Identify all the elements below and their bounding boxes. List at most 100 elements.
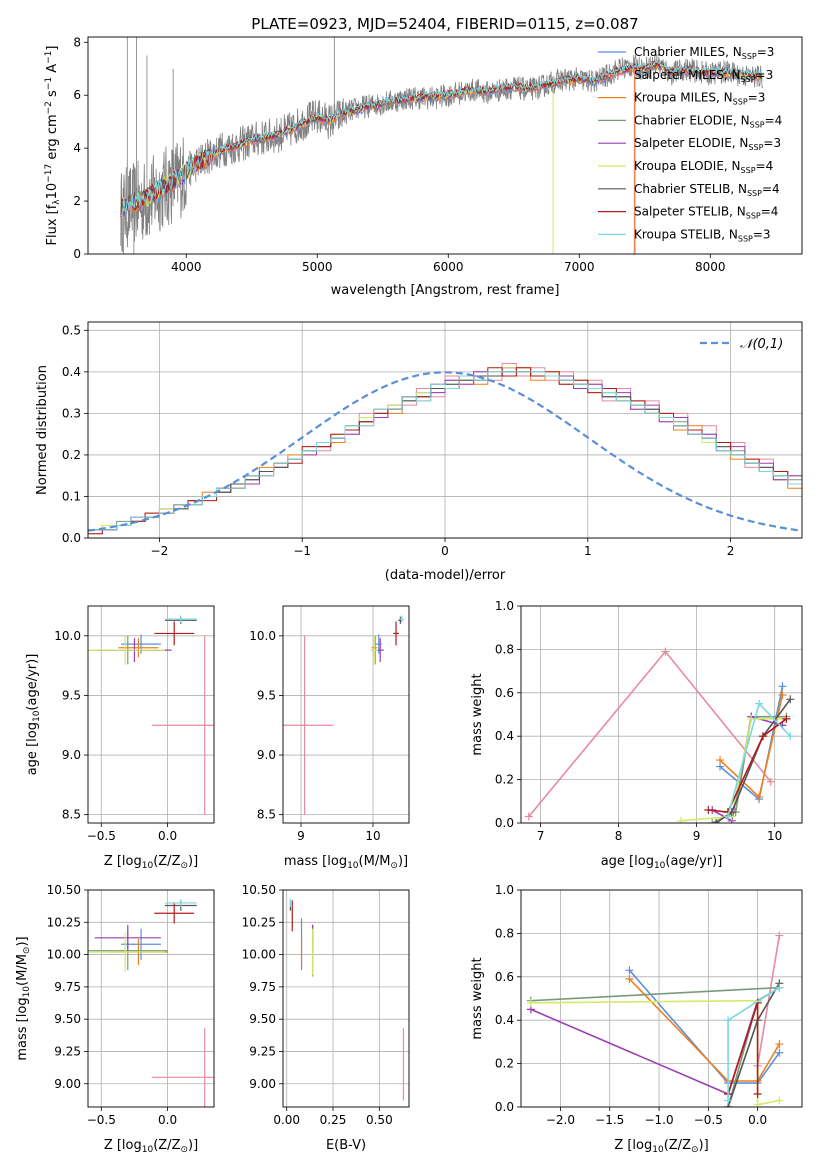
legend-label-text: Chabrier ELODIE, N <box>634 113 750 127</box>
label-part: age/yr <box>670 854 712 869</box>
axes-frame <box>282 889 410 1108</box>
x-tick-label: 7 <box>537 829 545 843</box>
x-tick-label: 10 <box>767 829 782 843</box>
legend: 𝒩(0,1) <box>700 337 783 352</box>
legend-label-text: Kroupa ELODIE, N <box>634 159 741 173</box>
legend-label-sub: SSP <box>750 120 765 129</box>
y-tick-label: 9.00 <box>54 1077 81 1091</box>
x-tick-label: 8 <box>615 829 623 843</box>
legend-label: Chabrier MILES, NSSP=3 <box>634 45 774 61</box>
label-part: ⊙ <box>180 861 188 871</box>
mass-weight-line <box>708 718 787 813</box>
x-axis-label: mass [log10(M/M⊙)] <box>284 854 408 871</box>
legend-item: Kroupa STELIB, NSSP=3 <box>598 227 771 243</box>
label-part: −2 <box>44 101 54 114</box>
y-tick-label: 10.50 <box>47 883 81 897</box>
x-tick-label: 1 <box>584 544 592 558</box>
legend-label: Kroupa MILES, NSSP=3 <box>634 91 765 107</box>
label-part: −1 <box>44 77 54 90</box>
legend-item: Chabrier STELIB, NSSP=4 <box>598 182 780 198</box>
mass-weight-marker <box>661 647 670 656</box>
label-part: ( <box>153 1138 158 1153</box>
x-axis-label: age [log10(age/yr)] <box>601 854 723 871</box>
label-part: s <box>45 90 60 101</box>
plot-area <box>120 37 763 254</box>
errorbar-point <box>154 902 195 924</box>
mass-weight-marker <box>766 777 775 786</box>
legend-item: Chabrier MILES, NSSP=3 <box>598 45 774 61</box>
legend-label-sub: SSP <box>738 234 753 243</box>
spectrum-model-line <box>120 60 763 217</box>
y-tick-label: 9.25 <box>54 1044 81 1058</box>
label-part: Z/Z <box>669 1138 691 1153</box>
legend-label: 𝒩(0,1) <box>740 337 783 352</box>
axes-frame <box>87 36 803 255</box>
label-part: 10 <box>45 183 60 200</box>
legend-label-sub: SSP <box>741 75 756 84</box>
y-tick-label: 0.1 <box>62 489 81 503</box>
mass-weight-marker <box>775 1048 784 1057</box>
legend-item: Kroupa ELODIE, NSSP=4 <box>598 159 773 175</box>
y-tick-label: 4 <box>73 141 81 155</box>
mass-weight-marker <box>716 756 725 765</box>
x-tick-label: 10 <box>365 829 380 843</box>
legend-label-text: Chabrier MILES, N <box>634 45 742 59</box>
y-tick-label: 10.25 <box>242 915 276 929</box>
mass-weight-marker <box>778 682 787 691</box>
y-tick-label: 0.2 <box>495 1057 514 1071</box>
y-axis-label: mass weight <box>470 673 485 755</box>
x-tick-label: 0.0 <box>748 1113 767 1127</box>
mass-weight-marker <box>708 819 717 823</box>
label-part: λ <box>52 199 62 205</box>
label-part: Z [log <box>104 854 142 869</box>
plot-area <box>88 899 214 1107</box>
label-part: 10 <box>142 861 154 871</box>
legend-label: Kroupa ELODIE, NSSP=4 <box>634 159 773 175</box>
mass-weight-marker <box>786 695 795 704</box>
label-part: −17 <box>44 164 54 183</box>
errorbar-point <box>88 932 165 972</box>
mass-weight-marker <box>775 931 784 940</box>
mass-weight-marker <box>755 792 764 801</box>
y-tick-label: 8.5 <box>62 808 81 822</box>
panel-spectrum: 4000 5000 6000 7000 8000 0 2 4 6 8 wavelength [Ang… <box>44 35 803 298</box>
y-tick-label: 9.5 <box>62 688 81 702</box>
label-part: Z/Z <box>158 1138 180 1153</box>
figure-title: PLATE=0923, MJD=52404, FIBERID=0115, z=0… <box>251 15 638 33</box>
x-axis-label: wavelength [Angstrom, rest frame] <box>331 283 560 298</box>
label-part: M/M <box>15 954 30 981</box>
y-tick-label: 9.00 <box>249 1077 276 1091</box>
legend-item: Salpeter MILES, NSSP=3 <box>598 68 773 84</box>
y-tick-label: 0.0 <box>495 816 514 830</box>
x-tick-label: −1 <box>293 544 311 558</box>
mass-weight-marker <box>724 1016 733 1025</box>
mass-weight-line <box>530 1000 759 1096</box>
mass-weight-marker <box>724 1096 733 1105</box>
y-tick-label: 1.0 <box>495 599 514 613</box>
legend-label-tail: =4 <box>765 113 783 127</box>
label-part: M/M <box>364 854 391 869</box>
y-axis-label: age [log10(age/yr)] <box>25 654 42 776</box>
x-tick-label: 0.0 <box>158 1113 177 1127</box>
errorbar-point <box>151 1028 214 1107</box>
y-tick-label: 8.5 <box>257 808 276 822</box>
errorbar-point <box>164 615 197 623</box>
mass-weight-marker <box>524 812 533 821</box>
y-axis-label: Normed distribution <box>35 365 50 495</box>
x-axis-label: Z [log10(Z/Z⊙)] <box>104 1138 198 1155</box>
mass-weight-marker <box>758 732 767 741</box>
mass-weight-marker <box>625 974 634 983</box>
mass-weight-marker <box>747 714 756 723</box>
mass-weight-marker <box>723 812 732 821</box>
y-tick-label: 9.75 <box>249 980 276 994</box>
label-part: ( <box>664 1138 669 1153</box>
y-tick-label: 0.8 <box>495 642 514 656</box>
y-tick-label: 9.75 <box>54 980 81 994</box>
y-tick-label: 9.0 <box>62 748 81 762</box>
plot-area <box>88 363 802 535</box>
legend-label-tail: =3 <box>756 68 774 82</box>
plot-area <box>289 899 405 1101</box>
y-tick-label: 10.0 <box>54 629 81 643</box>
legend-item: Kroupa MILES, NSSP=3 <box>598 91 765 107</box>
